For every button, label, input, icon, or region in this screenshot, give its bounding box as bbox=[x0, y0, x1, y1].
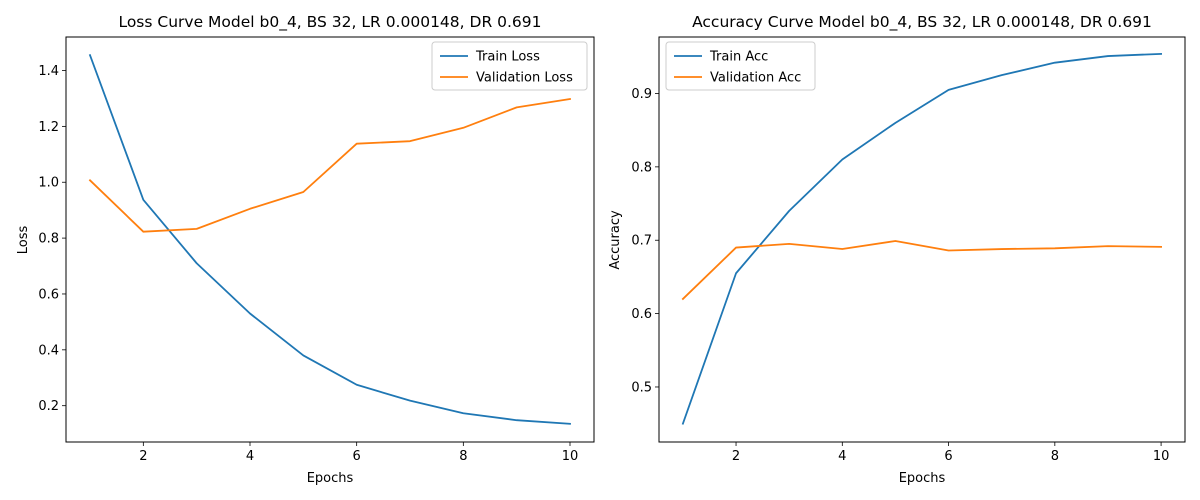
accuracy-chart-legend-frame bbox=[665, 41, 816, 91]
loss-chart-x-axis-label: Epochs bbox=[307, 471, 354, 486]
loss-chart-y-axis-label: Loss bbox=[16, 226, 31, 255]
accuracy-chart-x-tick-label: 4 bbox=[838, 449, 846, 464]
loss-chart-x-tick-label: 4 bbox=[246, 449, 254, 464]
loss-chart-y-tick-label: 0.4 bbox=[38, 343, 59, 358]
accuracy-chart-x-tick-label: 2 bbox=[732, 449, 740, 464]
accuracy-chart-y-tick-label: 0.8 bbox=[631, 160, 652, 175]
loss-chart-y-tick-label: 1.0 bbox=[38, 176, 59, 191]
accuracy-chart: Accuracy Curve Model b0_4, BS 32, LR 0.0… bbox=[608, 13, 1186, 486]
loss-chart-legend-frame bbox=[431, 41, 588, 91]
accuracy-chart-y-tick-label: 0.9 bbox=[631, 87, 652, 102]
accuracy-chart-legend-label-validation-acc: Validation Acc bbox=[710, 71, 801, 86]
accuracy-chart-series-train-acc bbox=[681, 52, 1163, 425]
accuracy-chart-x-tick-label: 10 bbox=[1153, 449, 1170, 464]
loss-chart-title: Loss Curve Model b0_4, BS 32, LR 0.00014… bbox=[118, 13, 541, 32]
accuracy-chart-x-tick-label: 6 bbox=[944, 449, 952, 464]
loss-chart: Loss Curve Model b0_4, BS 32, LR 0.00014… bbox=[16, 13, 595, 486]
accuracy-chart-x-tick-label: 8 bbox=[1051, 449, 1059, 464]
loss-chart-series-validation-loss bbox=[88, 97, 572, 233]
accuracy-chart-axes-frame bbox=[658, 36, 1186, 443]
accuracy-chart-y-tick-label: 0.6 bbox=[631, 307, 652, 322]
loss-chart-series-train-loss bbox=[88, 54, 571, 425]
accuracy-chart-y-tick-label: 0.5 bbox=[631, 380, 652, 395]
loss-chart-x-tick-label: 2 bbox=[139, 449, 147, 464]
loss-chart-y-tick-label: 0.2 bbox=[38, 399, 59, 414]
loss-chart-plot-area: 2 4 6 8 10 0.2 0.4 0.6 0.8 1.0 1.2 1.4 bbox=[38, 54, 579, 464]
accuracy-chart-x-axis-label: Epochs bbox=[899, 471, 946, 486]
loss-chart-x-tick-label: 8 bbox=[459, 449, 467, 464]
loss-chart-y-tick-label: 0.6 bbox=[38, 287, 59, 302]
accuracy-chart-legend: Train Acc Validation Acc bbox=[665, 41, 816, 91]
loss-chart-axes-frame bbox=[65, 36, 595, 443]
loss-chart-legend-label-train-loss: Train Loss bbox=[475, 50, 540, 65]
loss-chart-y-tick-label: 1.2 bbox=[38, 120, 59, 135]
accuracy-chart-y-tick-label: 0.7 bbox=[631, 234, 652, 249]
loss-chart-x-tick-label: 10 bbox=[562, 449, 579, 464]
loss-chart-y-tick-label: 0.8 bbox=[38, 232, 59, 247]
loss-chart-legend: Train Loss Validation Loss bbox=[431, 41, 588, 91]
loss-chart-legend-label-validation-loss: Validation Loss bbox=[476, 71, 573, 86]
accuracy-chart-legend-label-train-acc: Train Acc bbox=[709, 50, 768, 65]
accuracy-chart-plot-area: 2 4 6 8 10 0.5 0.6 0.7 0.8 0.9 bbox=[631, 52, 1170, 464]
loss-chart-x-tick-label: 6 bbox=[353, 449, 361, 464]
accuracy-chart-title: Accuracy Curve Model b0_4, BS 32, LR 0.0… bbox=[692, 13, 1152, 32]
accuracy-chart-series-validation-acc bbox=[681, 240, 1163, 301]
loss-chart-y-tick-label: 1.4 bbox=[38, 64, 59, 79]
accuracy-chart-y-axis-label: Accuracy bbox=[608, 210, 623, 270]
